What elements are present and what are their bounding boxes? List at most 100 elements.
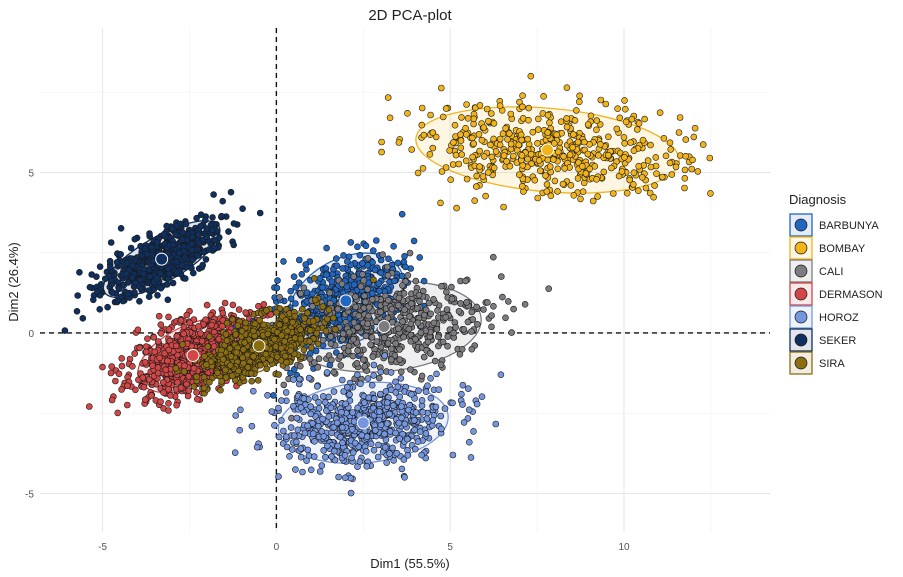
point-bombay	[449, 161, 457, 168]
point-cali	[396, 346, 403, 353]
point-bombay	[492, 148, 500, 155]
point-seker	[210, 191, 217, 198]
point-seker	[211, 244, 218, 251]
point-horoz	[387, 369, 395, 376]
point-horoz	[335, 473, 342, 481]
point-horoz	[370, 372, 378, 379]
point-cali	[412, 277, 420, 285]
point-horoz	[357, 380, 364, 388]
point-sira	[291, 312, 299, 320]
point-dermason	[174, 379, 181, 386]
y-tick-label: -5	[25, 489, 34, 500]
point-seker	[97, 280, 105, 288]
point-bombay	[557, 118, 565, 125]
point-bombay	[518, 183, 526, 190]
point-bombay	[567, 182, 575, 189]
point-dermason	[99, 363, 106, 371]
point-cali	[350, 335, 357, 343]
point-dermason	[165, 346, 173, 354]
point-dermason	[183, 311, 191, 319]
point-cali	[280, 381, 288, 389]
point-dermason	[190, 365, 198, 372]
point-seker	[140, 270, 147, 278]
point-cali	[452, 323, 459, 331]
point-horoz	[295, 375, 303, 383]
point-bombay	[378, 138, 385, 146]
point-cali	[504, 298, 512, 305]
point-horoz	[414, 438, 422, 446]
point-bombay	[458, 151, 466, 158]
point-bombay	[480, 124, 488, 131]
point-horoz	[398, 414, 405, 422]
point-barbunya	[391, 277, 398, 285]
point-barbunya	[273, 284, 281, 292]
point-bombay	[587, 112, 595, 120]
point-cali	[369, 353, 377, 361]
point-seker	[169, 225, 176, 232]
point-sira	[271, 335, 278, 343]
point-bombay	[472, 183, 480, 190]
point-seker	[145, 287, 153, 294]
y-tick-label: 0	[28, 329, 34, 340]
point-dermason	[197, 330, 204, 337]
point-horoz	[275, 433, 283, 441]
point-sira	[203, 361, 210, 369]
point-horoz	[381, 443, 389, 451]
point-bombay	[620, 134, 628, 141]
point-seker	[197, 223, 205, 230]
data-points	[61, 72, 714, 497]
legend-marker-dermason	[794, 287, 808, 301]
point-seker	[182, 275, 189, 282]
point-bombay	[586, 165, 594, 173]
point-horoz	[459, 381, 467, 389]
point-cali	[430, 319, 438, 327]
point-bombay	[518, 136, 526, 144]
point-cali	[422, 306, 430, 314]
point-sira	[283, 358, 290, 366]
point-sira	[250, 352, 257, 360]
point-dermason	[219, 309, 227, 317]
point-seker	[202, 216, 209, 224]
point-seker	[227, 188, 235, 196]
point-horoz	[412, 409, 420, 416]
point-cali	[365, 312, 372, 320]
point-dermason	[165, 399, 172, 407]
point-cali	[359, 270, 366, 278]
legend-label-cali: CALI	[819, 266, 843, 278]
point-horoz	[370, 395, 378, 402]
point-bombay	[554, 165, 562, 173]
point-dermason	[136, 344, 143, 352]
point-cali	[397, 368, 405, 376]
point-bombay	[706, 154, 714, 162]
point-sira	[206, 333, 213, 340]
point-bombay	[468, 134, 476, 142]
point-bombay	[484, 117, 492, 125]
point-bombay	[437, 199, 444, 207]
point-bombay	[653, 170, 660, 177]
point-sira	[289, 318, 296, 326]
point-bombay	[635, 120, 643, 127]
point-bombay	[418, 104, 426, 112]
centroid-cali	[377, 320, 391, 334]
point-cali	[372, 318, 380, 325]
point-cali	[473, 303, 481, 311]
point-barbunya	[287, 287, 295, 295]
point-bombay	[527, 72, 535, 80]
point-sira	[277, 344, 285, 352]
point-sira	[278, 332, 285, 339]
legend-marker-cali	[794, 264, 808, 278]
point-seker	[209, 214, 216, 221]
point-sira	[219, 355, 227, 363]
point-cali	[334, 305, 342, 313]
point-cali	[510, 305, 517, 313]
point-dermason	[160, 389, 167, 396]
point-horoz	[492, 420, 500, 428]
point-horoz	[386, 450, 393, 457]
point-horoz	[299, 468, 306, 476]
point-barbunya	[398, 210, 406, 218]
point-barbunya	[328, 278, 336, 285]
point-cali	[414, 319, 422, 327]
point-bombay	[487, 110, 495, 117]
point-bombay	[593, 117, 601, 124]
point-barbunya	[359, 259, 366, 267]
